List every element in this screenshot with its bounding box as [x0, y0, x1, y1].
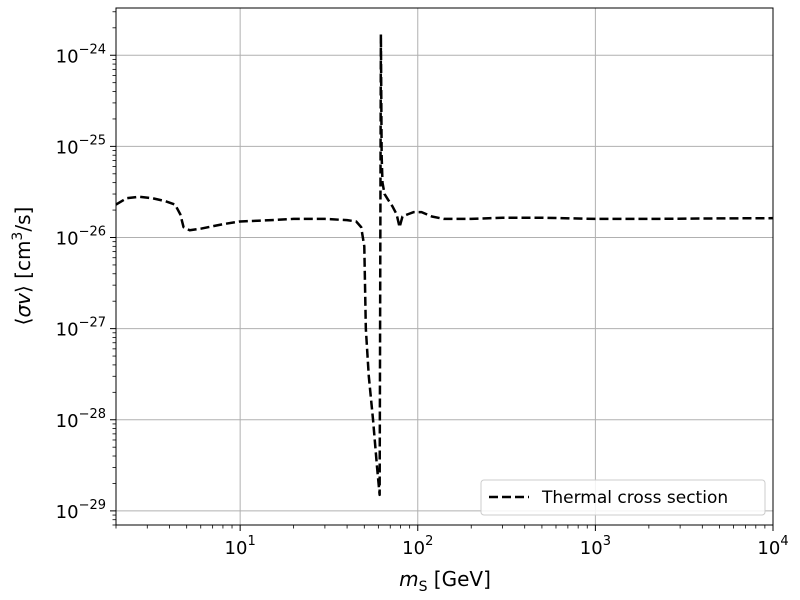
y-tick-label: 10−24	[56, 42, 106, 67]
y-tick-label: 10−25	[56, 133, 106, 158]
grid	[116, 8, 774, 525]
y-tick-label: 10−27	[56, 316, 106, 341]
minor-ticks	[112, 11, 766, 529]
legend: Thermal cross section	[480, 479, 766, 516]
y-axis-label: ⟨σv⟩ [cm3/s]	[10, 207, 35, 326]
y-tick-label: 10−29	[56, 498, 106, 523]
legend-box	[480, 479, 766, 516]
x-tick-label: 104	[757, 534, 788, 559]
y-tick-label: 10−28	[56, 407, 106, 432]
legend-series-label: Thermal cross section	[541, 488, 728, 508]
x-tick-label: 101	[225, 534, 256, 559]
series-layer	[115, 33, 774, 497]
tick-labels: 101 102 103 104 10−24 10−25 10−26 10−27 10−28 10−…	[56, 42, 789, 559]
plot-frame	[115, 7, 774, 526]
x-axis-label: mS [GeV]	[399, 567, 491, 595]
major-ticks	[110, 54, 774, 531]
y-tick-label: 10−26	[56, 225, 106, 250]
x-tick-label: 102	[402, 534, 433, 559]
x-tick-label: 103	[580, 534, 611, 559]
series-line-thermal-cross-section	[115, 33, 774, 497]
